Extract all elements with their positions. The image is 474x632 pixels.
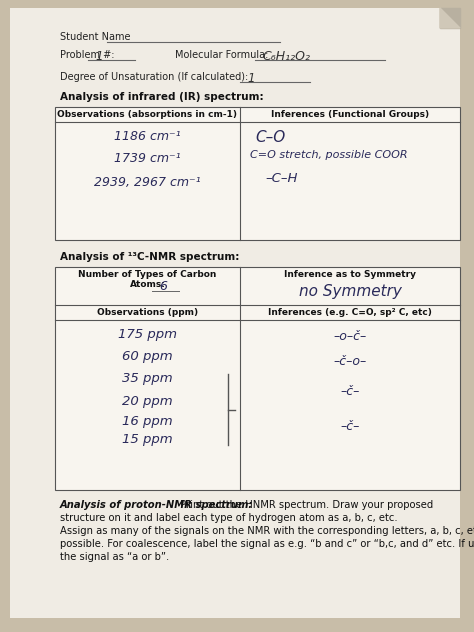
Text: 1: 1 [95,50,102,63]
Text: 20 ppm: 20 ppm [122,395,173,408]
Text: Inferences (Functional Groups): Inferences (Functional Groups) [271,110,429,119]
Text: Student Name: Student Name [60,32,130,42]
Text: Print out the HNMR spectrum. Draw your proposed: Print out the HNMR spectrum. Draw your p… [177,500,433,510]
Text: structure on it and label each type of hydrogen atom as a, b, c, etc.: structure on it and label each type of h… [60,513,398,523]
Text: –o–č–: –o–č– [333,330,366,343]
Text: Inference as to Symmetry: Inference as to Symmetry [284,270,416,279]
Text: Observations (absorptions in cm-1): Observations (absorptions in cm-1) [57,110,237,119]
Text: Number of Types of Carbon: Number of Types of Carbon [78,270,217,279]
Polygon shape [440,8,460,28]
Text: –č–o–: –č–o– [333,355,366,368]
Text: C–O: C–O [255,130,285,145]
Text: –C–H: –C–H [265,172,298,185]
Text: 175 ppm: 175 ppm [118,328,177,341]
Text: C=O stretch, possible COOR: C=O stretch, possible COOR [250,150,408,160]
Text: 1739 cm⁻¹: 1739 cm⁻¹ [114,152,181,165]
Text: Problem #:: Problem #: [60,50,115,60]
Text: 16 ppm: 16 ppm [122,415,173,428]
Text: 1186 cm⁻¹: 1186 cm⁻¹ [114,130,181,143]
Bar [55,267,460,490]
Text: 6: 6 [159,280,167,293]
Text: Analysis of proton-NMR spectrum:: Analysis of proton-NMR spectrum: [60,500,254,510]
Polygon shape [440,8,460,28]
Text: Molecular Formula:: Molecular Formula: [175,50,268,60]
Text: Observations (ppm): Observations (ppm) [97,308,198,317]
Text: Assign as many of the signals on the NMR with the corresponding letters, a, b, c: Assign as many of the signals on the NMR… [60,526,474,536]
Text: Inferences (e.g. C=O, sp² C, etc): Inferences (e.g. C=O, sp² C, etc) [268,308,432,317]
Text: 35 ppm: 35 ppm [122,372,173,385]
Text: the signal as “a or b”.: the signal as “a or b”. [60,552,169,562]
Text: possible. For coalescence, label the signal as e.g. “b and c” or “b,c, and d” et: possible. For coalescence, label the sig… [60,539,474,549]
Text: Analysis of infrared (IR) spectrum:: Analysis of infrared (IR) spectrum: [60,92,264,102]
Text: Degree of Unsaturation (If calculated):: Degree of Unsaturation (If calculated): [60,72,248,82]
Text: C₆H₁₂O₂: C₆H₁₂O₂ [262,50,310,63]
Text: –č–: –č– [340,420,360,433]
Bar [55,107,460,240]
Text: no Symmetry: no Symmetry [299,284,401,299]
Text: 60 ppm: 60 ppm [122,350,173,363]
Text: Analysis of ¹³C-NMR spectrum:: Analysis of ¹³C-NMR spectrum: [60,252,239,262]
Text: 1: 1 [247,72,255,85]
Text: Atoms:: Atoms: [129,280,165,289]
Text: 2939, 2967 cm⁻¹: 2939, 2967 cm⁻¹ [94,176,201,189]
Text: 15 ppm: 15 ppm [122,433,173,446]
Text: –č–: –č– [340,385,360,398]
